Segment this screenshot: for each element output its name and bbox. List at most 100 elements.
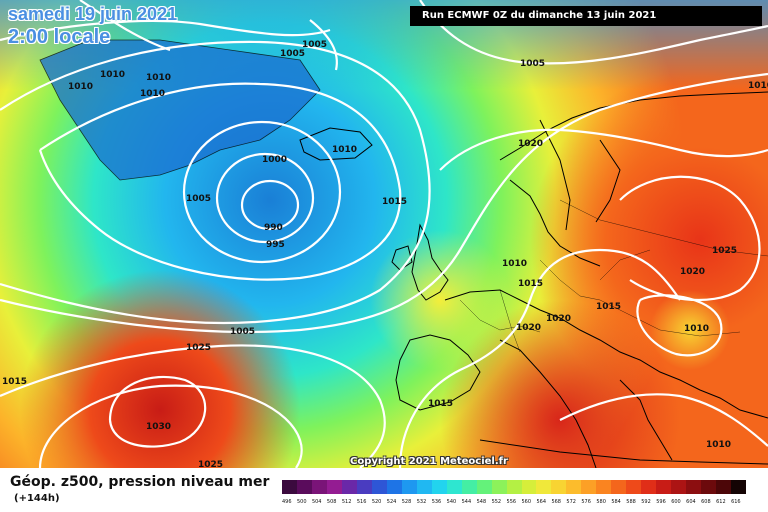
isobar-label: 1025 — [186, 343, 211, 353]
scale-tick-label: 612 — [716, 499, 726, 505]
scale-tick-label: 592 — [641, 499, 651, 505]
isobar-label: 1015 — [428, 399, 453, 409]
isobars — [0, 0, 768, 468]
isobar-label: 1010 — [332, 145, 357, 155]
scale-swatch — [446, 480, 462, 494]
scale-tick-label: 560 — [521, 499, 532, 505]
scale-swatch — [282, 480, 297, 494]
isobar-label: 1020 — [518, 139, 543, 149]
scale-tick-label: 608 — [701, 499, 711, 505]
scale-swatch — [341, 480, 357, 494]
scale-tick-label: 572 — [566, 499, 576, 505]
scale-tick-label: 516 — [356, 499, 367, 505]
scale-tick-label: 584 — [611, 499, 621, 505]
color-scale-ticks: 496 500 504 508 512 516 520 524 528 532 536 540 544 5… — [282, 499, 746, 509]
map-caption: Géop. z500, pression niveau mer — [10, 474, 270, 490]
isobar-label: 1005 — [520, 59, 545, 69]
scale-tick-label: 588 — [626, 499, 636, 505]
scale-swatch — [296, 480, 312, 494]
scale-tick-label: 596 — [656, 499, 666, 505]
isobar-label: 1015 — [382, 197, 407, 207]
isobar-label: 1030 — [146, 422, 171, 432]
uk-yellow-area — [360, 220, 520, 380]
scale-swatch — [431, 480, 447, 494]
scale-swatch — [701, 480, 717, 494]
isobar-label: 1025 — [198, 460, 223, 468]
isobar-label: 1015 — [596, 302, 621, 312]
weather-map: 1005 1005 1010 1010 1010 1010 1005 1010 … — [0, 0, 768, 468]
scale-tick-label: 580 — [596, 499, 606, 505]
scale-swatch — [551, 480, 567, 494]
scale-tick-label: 532 — [416, 499, 427, 505]
legend-footer: Géop. z500, pression niveau mer (+144h) … — [0, 468, 768, 512]
scale-swatch — [671, 480, 687, 494]
scale-tick-label: 616 — [731, 499, 741, 505]
scale-tick-label: 528 — [401, 499, 412, 505]
scale-tick-label: 564 — [536, 499, 547, 505]
isobar-label: 1005 — [230, 327, 255, 337]
isobar-label: 1025 — [712, 246, 737, 256]
isobar-label: 990 — [264, 223, 283, 233]
scale-swatch — [656, 480, 672, 494]
scale-tick-label: 600 — [671, 499, 681, 505]
isobar-label: 1010 — [748, 81, 768, 91]
country-borders — [459, 199, 768, 353]
scale-tick-label: 552 — [491, 499, 502, 505]
scale-swatch — [626, 480, 642, 494]
scale-swatch — [371, 480, 387, 494]
scale-swatch — [401, 480, 417, 494]
scale-tick-label: 544 — [461, 499, 472, 505]
isobar-label: 995 — [266, 240, 285, 250]
azores-high-area — [0, 270, 360, 468]
color-scale-bar — [282, 480, 747, 494]
scale-swatch — [416, 480, 432, 494]
scale-tick-label: 536 — [431, 499, 442, 505]
scale-tick-label: 512 — [341, 499, 352, 505]
scale-tick-label: 576 — [581, 499, 591, 505]
copyright-label: Copyright 2021 Meteociel.fr — [350, 456, 508, 467]
map-canvas: 1005 1005 1010 1010 1010 1010 1005 1010 … — [0, 0, 768, 468]
scale-swatch — [566, 480, 582, 494]
scale-swatch — [611, 480, 627, 494]
scale-tick-label: 520 — [371, 499, 382, 505]
forecast-date: samedi 19 juin 2021 — [8, 4, 178, 24]
forecast-time: 2:00 locale — [8, 26, 111, 48]
scale-swatch — [311, 480, 327, 494]
scale-swatch — [386, 480, 402, 494]
scale-swatch — [356, 480, 372, 494]
forecast-step: (+144h) — [14, 493, 60, 504]
scale-tick-label: 548 — [476, 499, 487, 505]
isobar-label: 1020 — [680, 267, 705, 277]
scale-swatch — [731, 480, 747, 494]
coastlines — [391, 91, 768, 468]
isobar-label: 1005 — [186, 194, 211, 204]
isobar-label: 1010 — [146, 73, 171, 83]
scale-swatch — [476, 480, 492, 494]
scale-swatch — [536, 480, 552, 494]
isobar-label: 1010 — [684, 324, 709, 334]
scale-tick-label: 524 — [386, 499, 397, 505]
scale-swatch — [641, 480, 657, 494]
isobar-label: 1010 — [706, 440, 731, 450]
scale-swatch — [686, 480, 702, 494]
scale-swatch — [596, 480, 612, 494]
scale-swatch — [461, 480, 477, 494]
scale-tick-label: 556 — [506, 499, 517, 505]
isobar-label: 1020 — [516, 323, 541, 333]
model-run-label: Run ECMWF 0Z du dimanche 13 juin 2021 — [410, 6, 762, 26]
isobar-label: 1005 — [280, 49, 305, 59]
scale-swatch — [581, 480, 597, 494]
scale-tick-label: 568 — [551, 499, 561, 505]
isobar-label: 1000 — [262, 155, 287, 165]
isobar-label: 1005 — [302, 40, 327, 50]
scale-tick-label: 504 — [311, 499, 322, 505]
scale-swatch — [326, 480, 342, 494]
scale-tick-label: 500 — [296, 499, 307, 505]
isobar-label: 1010 — [140, 89, 165, 99]
isobar-label: 1020 — [546, 314, 571, 324]
isobar-label: 1015 — [2, 377, 27, 387]
scale-tick-label: 508 — [326, 499, 337, 505]
isobar-labels: 1005 1005 1010 1010 1010 1010 1005 1010 … — [2, 40, 768, 468]
isobar-label: 1010 — [100, 70, 125, 80]
isobar-label: 1010 — [68, 82, 93, 92]
